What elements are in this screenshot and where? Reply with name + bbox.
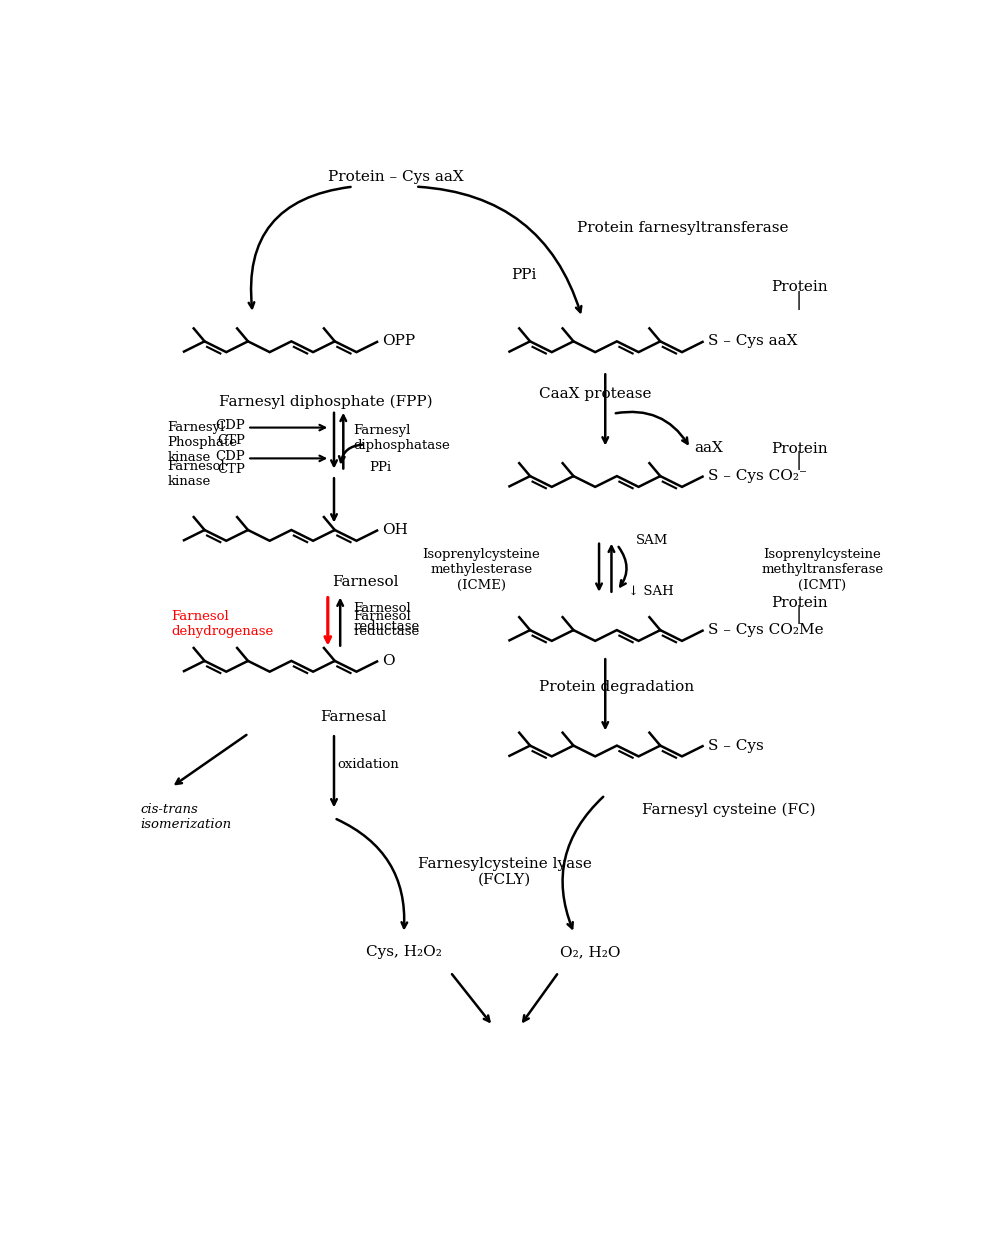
Text: S – Cys CO₂Me: S – Cys CO₂Me [708, 623, 823, 637]
Text: CDP: CDP [216, 418, 245, 432]
Text: Farnesyl
Phosphate
kinase: Farnesyl Phosphate kinase [168, 422, 238, 464]
Text: Farnesol: Farnesol [331, 575, 398, 590]
Text: Isoprenylcysteine
methylesterase
(ICME): Isoprenylcysteine methylesterase (ICME) [422, 548, 540, 591]
Text: Cys, H₂O₂: Cys, H₂O₂ [366, 945, 442, 959]
Text: |: | [796, 291, 802, 310]
Text: Farnesol
kinase: Farnesol kinase [168, 460, 226, 487]
Text: O₂, H₂O: O₂, H₂O [560, 945, 620, 959]
Text: S – Cys: S – Cys [708, 739, 763, 753]
Text: Farnesal: Farnesal [320, 711, 386, 724]
Text: CTP: CTP [217, 434, 245, 447]
Text: S – Cys aaX: S – Cys aaX [708, 334, 797, 348]
Text: Farnesol
reductase: Farnesol reductase [353, 610, 419, 638]
Text: Protein: Protein [770, 596, 827, 610]
Text: Isoprenylcysteine
methyltransferase
(ICMT): Isoprenylcysteine methyltransferase (ICM… [761, 548, 883, 591]
Text: Farnesyl cysteine (FC): Farnesyl cysteine (FC) [643, 802, 816, 817]
Text: Farnesol: Farnesol [353, 602, 411, 616]
Text: oxidation: oxidation [338, 758, 399, 770]
Text: aaX: aaX [695, 442, 724, 455]
Text: |: | [796, 605, 802, 624]
Text: Protein: Protein [770, 442, 827, 457]
Text: Farnesyl
diphosphatase: Farnesyl diphosphatase [353, 423, 450, 452]
Text: Farnesol
dehydrogenase: Farnesol dehydrogenase [172, 610, 273, 638]
Text: CTP: CTP [217, 464, 245, 476]
Text: Protein – Cys aaX: Protein – Cys aaX [328, 169, 464, 184]
Text: |: | [796, 450, 802, 470]
Text: OH: OH [382, 523, 408, 537]
Text: ↓ SAH: ↓ SAH [629, 585, 675, 597]
Text: cis-trans
isomerization: cis-trans isomerization [141, 802, 232, 830]
Text: SAM: SAM [637, 534, 669, 548]
Text: PPi: PPi [511, 268, 537, 283]
Text: OPP: OPP [382, 334, 415, 348]
Text: Farnesylcysteine lyase
(FCLY): Farnesylcysteine lyase (FCLY) [417, 856, 592, 887]
Text: Farnesyl diphosphate (FPP): Farnesyl diphosphate (FPP) [220, 395, 433, 408]
Text: Protein: Protein [770, 280, 827, 295]
Text: CaaX protease: CaaX protease [539, 387, 652, 401]
Text: Protein degradation: Protein degradation [539, 680, 695, 694]
Text: PPi: PPi [369, 462, 391, 474]
Text: O: O [382, 654, 394, 668]
Text: Protein farnesyltransferase: Protein farnesyltransferase [577, 221, 788, 236]
Text: S – Cys CO₂⁻: S – Cys CO₂⁻ [708, 469, 806, 482]
Text: CDP: CDP [216, 449, 245, 463]
Text: reductase: reductase [353, 621, 419, 633]
